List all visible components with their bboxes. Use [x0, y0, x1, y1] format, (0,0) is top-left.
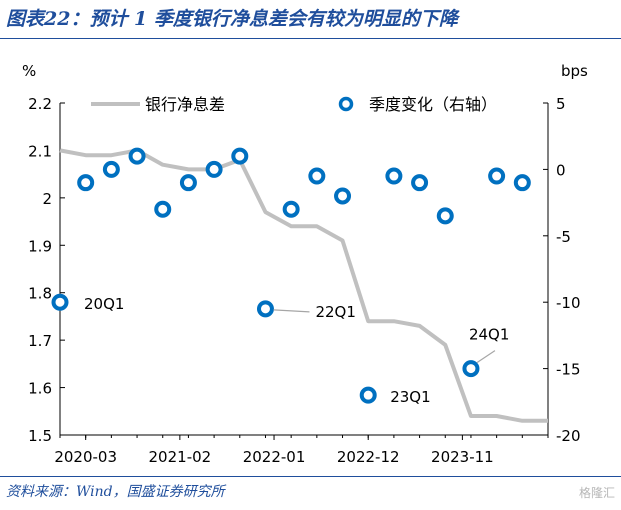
quarterly-change-point — [334, 187, 352, 205]
right-tick-label: -10 — [556, 294, 581, 312]
left-tick-label: 1.6 — [28, 380, 52, 398]
quarterly-change-point — [128, 147, 146, 165]
annotation-label: 22Q1 — [315, 303, 355, 321]
annotation-label: 24Q1 — [469, 326, 509, 344]
annotation-label: 23Q1 — [390, 388, 430, 406]
annotation-leader — [476, 350, 496, 364]
quarterly-change-point — [282, 200, 300, 218]
quarterly-change-point — [411, 174, 429, 192]
quarterly-change-point — [102, 160, 120, 178]
quarterly-change-point — [462, 360, 480, 378]
left-tick-label: 2.2 — [28, 95, 52, 113]
watermark: 格隆汇 — [578, 486, 615, 500]
legend-dot-swatch — [338, 96, 354, 112]
quarterly-change-point — [308, 167, 326, 185]
footer-divider — [0, 476, 621, 477]
quarterly-change-point — [179, 174, 197, 192]
title-divider — [0, 38, 621, 39]
left-tick-label: 1.9 — [28, 237, 52, 255]
right-tick-label: 0 — [556, 161, 566, 179]
quarterly-change-point — [205, 160, 223, 178]
x-tick-label: 2022-01 — [243, 448, 306, 466]
right-tick-label: 5 — [556, 95, 566, 113]
quarterly-change-point — [154, 200, 172, 218]
legend-label-change: 季度变化（右轴） — [369, 95, 497, 114]
left-axis-unit: % — [22, 62, 36, 80]
right-axis-unit: bps — [561, 62, 588, 80]
source-note: 资料来源：Wind，国盛证券研究所 — [6, 484, 225, 500]
annotation-label: 20Q1 — [84, 295, 124, 313]
left-tick-label: 2.1 — [28, 142, 52, 160]
quarterly-change-point — [513, 174, 531, 192]
quarterly-change-point — [488, 167, 506, 185]
quarterly-change-point — [256, 300, 274, 318]
right-tick-label: -20 — [556, 427, 581, 445]
quarterly-change-point — [51, 293, 69, 311]
legend-label-nim: 银行净息差 — [145, 95, 225, 114]
x-tick-label: 2022-12 — [337, 448, 400, 466]
chart-title: 图表22：预计 1 季度银行净息差会有较为明显的下降 — [6, 8, 458, 30]
left-tick-label: 1.7 — [28, 332, 52, 350]
left-tick-label: 2 — [42, 190, 52, 208]
right-tick-label: -15 — [556, 361, 581, 379]
annotation-leader — [273, 309, 310, 313]
left-tick-label: 1.8 — [28, 285, 52, 303]
quarterly-change-point — [436, 207, 454, 225]
right-tick-label: -5 — [556, 228, 571, 246]
x-tick-label: 2023-11 — [431, 448, 494, 466]
quarterly-change-point — [385, 167, 403, 185]
left-tick-label: 1.5 — [28, 427, 52, 445]
quarterly-change-point — [359, 386, 377, 404]
x-tick-label: 2020-03 — [54, 448, 117, 466]
nim-series-line — [59, 148, 548, 423]
x-tick-label: 2021-02 — [149, 448, 212, 466]
quarterly-change-point — [77, 174, 95, 192]
quarterly-change-point — [231, 147, 249, 165]
